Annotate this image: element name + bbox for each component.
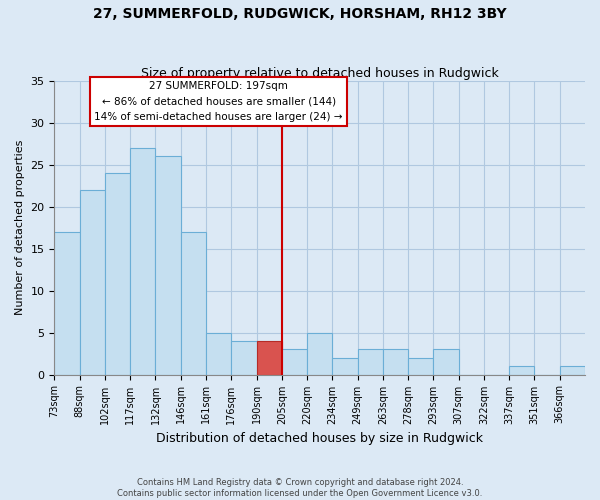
Bar: [55, 232, 80, 374]
Title: Size of property relative to detached houses in Rudgwick: Size of property relative to detached ho…: [141, 66, 499, 80]
Bar: [231, 341, 257, 374]
Bar: [155, 156, 181, 374]
Bar: [383, 350, 408, 374]
Bar: [560, 366, 585, 374]
Text: 27, SUMMERFOLD, RUDGWICK, HORSHAM, RH12 3BY: 27, SUMMERFOLD, RUDGWICK, HORSHAM, RH12 …: [93, 8, 507, 22]
X-axis label: Distribution of detached houses by size in Rudgwick: Distribution of detached houses by size …: [156, 432, 483, 445]
Y-axis label: Number of detached properties: Number of detached properties: [15, 140, 25, 316]
Bar: [433, 350, 458, 374]
Bar: [509, 366, 535, 374]
Text: Contains HM Land Registry data © Crown copyright and database right 2024.
Contai: Contains HM Land Registry data © Crown c…: [118, 478, 482, 498]
Bar: [257, 341, 282, 374]
Text: 27 SUMMERFOLD: 197sqm
← 86% of detached houses are smaller (144)
14% of semi-det: 27 SUMMERFOLD: 197sqm ← 86% of detached …: [94, 81, 343, 122]
Bar: [80, 190, 105, 374]
Bar: [206, 332, 231, 374]
Bar: [181, 232, 206, 374]
Bar: [307, 332, 332, 374]
Bar: [408, 358, 433, 374]
Bar: [130, 148, 155, 374]
Bar: [358, 350, 383, 374]
Bar: [105, 173, 130, 374]
Bar: [332, 358, 358, 374]
Bar: [282, 350, 307, 374]
